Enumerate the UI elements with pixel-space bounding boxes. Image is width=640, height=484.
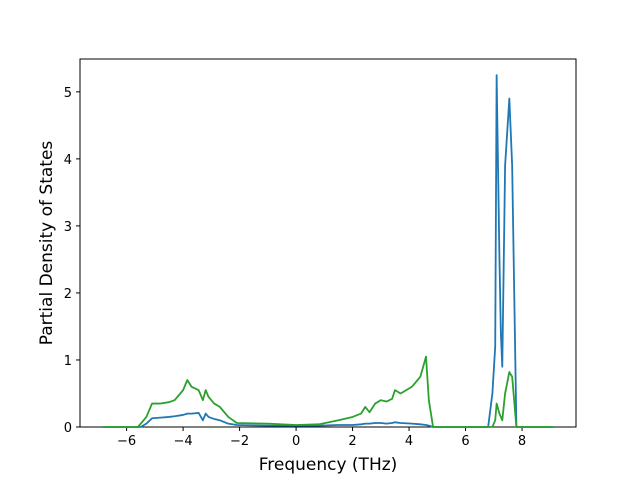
x-tick-label: 6: [461, 434, 469, 449]
x-axis-label: Frequency (THz): [259, 455, 398, 475]
x-tick-label: 8: [518, 434, 526, 449]
x-tick-label: −6: [117, 434, 136, 449]
x-tick-label: −4: [174, 434, 193, 449]
y-tick-label: 2: [64, 287, 72, 302]
x-tick-label: 2: [348, 434, 356, 449]
y-axis-label: Partial Density of States: [37, 141, 57, 346]
y-tick-label: 3: [64, 220, 72, 235]
series-line: [102, 74, 554, 428]
series-line: [102, 355, 554, 428]
x-tick-label: 0: [292, 434, 300, 449]
y-tick-label: 1: [64, 354, 72, 369]
y-tick-label: 0: [64, 421, 72, 436]
y-tick-label: 5: [64, 86, 72, 101]
x-tick-label: −2: [230, 434, 249, 449]
y-tick-label: 4: [64, 153, 72, 168]
axes-frame: [79, 58, 577, 428]
x-tick-label: 4: [405, 434, 413, 449]
